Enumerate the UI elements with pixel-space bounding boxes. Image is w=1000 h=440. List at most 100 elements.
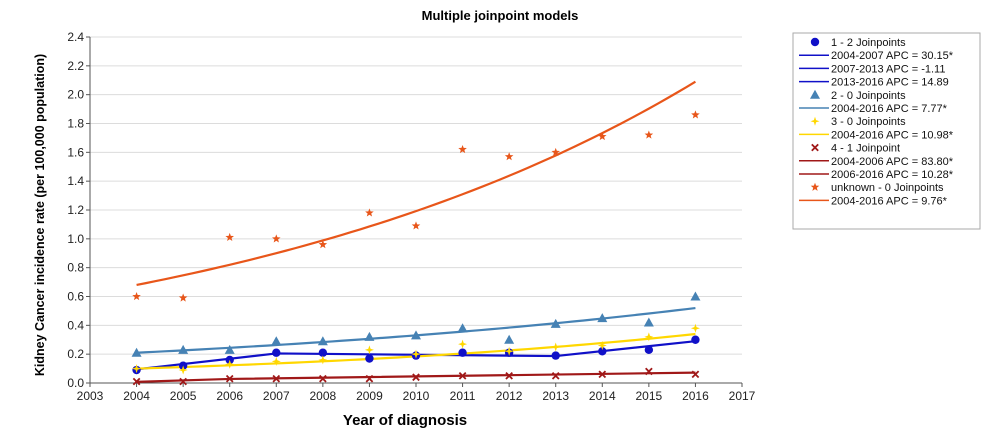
data-point-series-3 [597,341,607,351]
data-point-series-5 [691,110,700,119]
data-point-series-2 [457,323,468,333]
y-tick-label: 0.8 [67,261,84,275]
data-point-series-5 [598,131,607,141]
data-point-series-4 [691,370,700,379]
x-tick-label: 2015 [636,389,663,403]
data-point-series-3 [458,339,468,349]
data-point-series-4 [458,371,467,380]
legend-series-label: 2 - 0 Joinpoints [831,90,906,102]
data-point-series-4 [551,371,560,380]
legend-apc-label: 2013-2016 APC = 14.89 [831,77,949,89]
data-point-series-3 [504,346,514,356]
data-point-series-4 [225,374,234,383]
data-point-series-3 [271,356,281,366]
x-tick-label: 2017 [729,389,756,403]
data-point-series-4 [179,377,187,386]
legend-marker-series-3 [810,116,820,126]
x-tick-label: 2014 [589,389,616,403]
y-axis-ticks: 0.0 0.2 0.4 0.6 0.8 1.0 1.2 1.4 1.6 1.8 2.0 2.2 2.4 [67,30,90,390]
data-point-series-5 [411,221,421,230]
data-point-series-1 [318,348,328,357]
data-point-series-5 [318,240,328,249]
data-point-series-2 [364,331,375,341]
legend-box [792,32,981,230]
data-point-series-5 [458,144,467,154]
data-point-series-1 [644,345,654,355]
y-tick-label: 0.4 [67,318,84,332]
y-tick-label: 0.2 [67,347,84,361]
data-point-series-5 [504,152,514,161]
x-tick-label: 2012 [496,389,523,403]
legend-apc-label: 2004-2016 APC = 9.76* [831,195,948,207]
data-point-series-3 [411,349,421,359]
data-point-series-3 [644,332,654,342]
data-point-series-3 [225,359,235,369]
y-tick-label: 2.0 [67,88,84,102]
data-point-series-2 [504,334,515,344]
y-tick-label: 2.4 [67,30,84,44]
data-point-series-5 [551,147,560,156]
legend-apc-label: 2007-2013 APC = -1.11 [831,63,945,75]
y-tick-label: 0.6 [67,290,84,304]
data-point-series-2 [643,317,654,327]
data-point-series-2 [178,344,189,354]
data-point-series-3 [364,345,374,355]
data-point-series-5 [178,293,188,302]
data-point-series-1 [365,354,374,363]
x-tick-label: 2007 [263,389,290,403]
x-tick-label: 2004 [123,389,150,403]
legend-apc-label: 2004-2006 APC = 83.80* [831,156,954,168]
data-point-series-4 [319,374,327,383]
grid-lines [90,36,742,355]
data-point-series-2 [690,291,701,301]
x-tick-label: 2003 [77,389,104,403]
data-point-series-4 [132,377,141,386]
y-tick-label: 1.8 [67,117,84,131]
x-tick-label: 2005 [170,389,197,403]
data-point-series-1 [551,351,560,360]
data-point-series-5 [272,234,281,243]
y-tick-label: 1.6 [67,145,84,159]
data-point-series-1 [691,335,700,344]
fit-line-series-5 [136,80,696,287]
data-point-series-3 [178,365,188,375]
data-point-series-5 [132,292,141,301]
x-tick-label: 2011 [450,389,476,403]
fit-line-series-2 [136,306,696,354]
data-point-series-4 [598,370,607,379]
data-point-series-1 [598,347,607,356]
legend-apc-label: 2004-2016 APC = 10.98* [831,129,954,141]
x-tick-label: 2016 [682,389,709,403]
data-point-series-1 [272,348,281,357]
data-point-series-4 [505,371,513,380]
data-point-series-3 [318,355,328,365]
x-tick-label: 2010 [403,389,430,403]
legend-marker-series-2 [810,89,820,99]
legend-series-label: 4 - 1 Joinpoint [831,143,900,155]
chart-title: Multiple joinpoint models [422,8,579,23]
data-point-series-4 [412,373,420,382]
legend-marker-series-4 [811,143,819,152]
legend-series-label: unknown - 0 Joinpoints [831,182,944,194]
x-tick-label: 2013 [542,389,569,403]
data-point-series-2 [597,313,608,323]
legend-apc-label: 2004-2016 APC = 7.77* [831,103,948,115]
y-tick-label: 0.0 [67,376,84,390]
x-tick-label: 2009 [356,389,383,403]
y-axis-title: Kidney Cancer incidence rate (per 100,00… [33,54,47,376]
data-point-series-4 [645,367,653,376]
data-point-series-2 [224,344,235,354]
y-tick-label: 2.2 [67,59,84,73]
data-point-series-3 [132,364,142,374]
data-point-series-1 [458,348,467,357]
data-point-series-2 [271,336,282,346]
legend-apc-label: 2004-2007 APC = 30.15* [831,50,954,62]
legend-marker-series-5 [810,182,820,191]
x-axis-title: Year of diagnosis [343,412,467,429]
legend-apc-label: 2006-2016 APC = 10.28* [831,169,954,181]
x-axis-ticks: 2003 2004 2005 2006 2007 2008 2009 2010 2011 2012… [77,383,756,403]
data-point-series-5 [225,232,234,242]
data-point-series-5 [365,208,374,217]
